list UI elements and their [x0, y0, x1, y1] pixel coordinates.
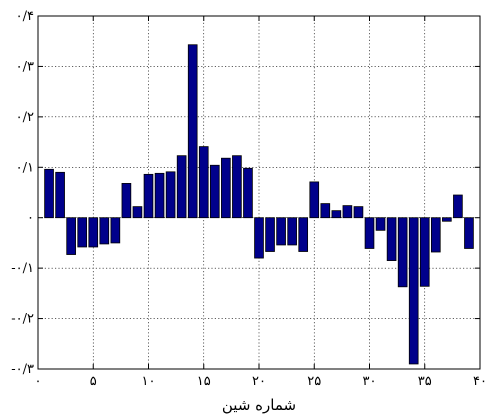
y-tick-label: -۰/۳	[11, 362, 34, 377]
bar-bus-32	[386, 217, 397, 261]
bar-bus-2	[55, 171, 65, 219]
bar-bus-3	[66, 217, 76, 255]
bar-bus-19	[243, 167, 253, 219]
bar-bus-28	[342, 205, 353, 219]
bar-bus-30	[364, 217, 375, 249]
x-tick-label: ۱۵	[197, 374, 211, 389]
bar-bus-24	[298, 217, 309, 252]
bar-bus-14	[187, 44, 198, 219]
bar-bus-6	[99, 217, 110, 245]
bar-bus-22	[276, 217, 286, 246]
y-tick-label: -۰/۲	[11, 312, 34, 327]
y-tick-label: ۰/۲	[16, 110, 34, 125]
bar-bus-31	[375, 217, 386, 231]
bar-bus-1	[44, 168, 54, 219]
x-tick-label: ۳۰	[363, 374, 377, 389]
ticks-layer	[37, 15, 481, 370]
bar-bus-36	[430, 217, 441, 253]
x-tick-labels: ۰ ۵ ۱۰ ۱۵ ۲۰ ۲۵ ۳۰ ۳۵ ۴۰	[35, 374, 487, 389]
y-tick-label: ۰/۱	[16, 160, 34, 175]
bar-bus-29	[353, 206, 364, 219]
bar-bus-39	[464, 217, 474, 249]
bar-bus-27	[331, 210, 342, 219]
bar-bus-37	[442, 217, 452, 222]
bar-bus-21	[265, 217, 275, 252]
grid-layer	[38, 16, 480, 369]
bar-bus-25	[309, 181, 320, 219]
bar-bus-26	[320, 203, 331, 219]
y-tick-label: ۰/۳	[16, 59, 34, 74]
bar-bus-9	[132, 206, 143, 219]
bar-bus-18	[232, 155, 242, 219]
x-tick-label: ۵	[90, 374, 97, 389]
x-tick-label: ۲۵	[307, 374, 321, 389]
x-tick-label: ۳۵	[418, 374, 432, 389]
bar-bus-33	[397, 217, 408, 288]
x-axis-label: شماره شین	[222, 396, 296, 414]
bar-bus-10	[143, 173, 154, 219]
bar-bus-13	[176, 155, 187, 219]
bar-bus-15	[198, 146, 209, 219]
y-tick-label: -۰/۱	[11, 261, 34, 276]
bar-bus-16	[209, 164, 220, 219]
bar-bus-34	[408, 217, 419, 365]
x-tick-label: ۴۰	[473, 374, 487, 389]
bar-bus-12	[165, 171, 176, 219]
bar-bus-20	[254, 217, 264, 259]
bar-bus-4	[77, 217, 88, 248]
bar-bus-11	[154, 172, 165, 219]
y-tick-labels: -۰/۳ -۰/۲ -۰/۱ ۰ ۰/۱ ۰/۲ ۰/۳ ۰/۴	[11, 9, 34, 377]
bar-bus-38	[453, 194, 463, 219]
bar-bus-23	[287, 217, 297, 246]
y-tick-label: ۰/۴	[16, 9, 34, 24]
x-tick-label: ۲۰	[252, 374, 266, 389]
x-tick-label: ۱۰	[142, 374, 156, 389]
x-tick-label: ۰	[35, 374, 42, 389]
bar-bus-35	[419, 217, 430, 287]
bar-bus-5	[88, 217, 99, 248]
bars-layer	[44, 44, 474, 365]
bar-bus-7	[110, 217, 121, 244]
bar-bus-8	[121, 183, 132, 219]
bar-bus-17	[221, 157, 231, 219]
y-tick-label: ۰	[27, 211, 34, 226]
